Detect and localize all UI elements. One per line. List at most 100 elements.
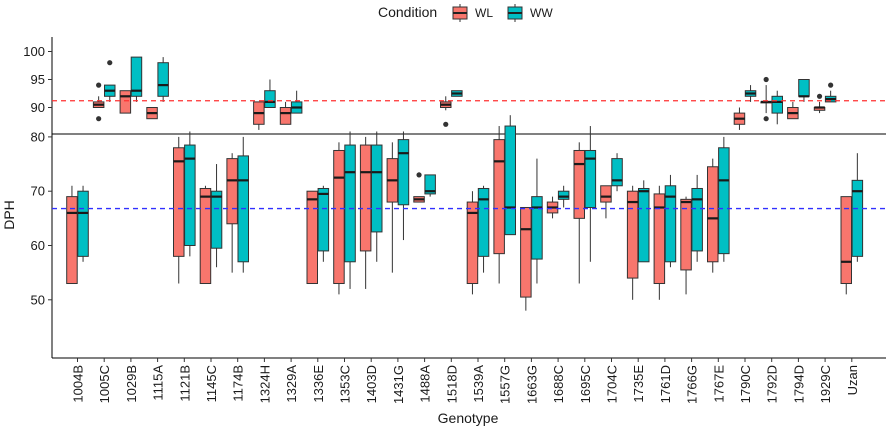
box-1663G-ww <box>531 158 543 284</box>
box-body <box>397 139 410 206</box>
box-body <box>664 185 677 263</box>
x-tick-label: 1790C <box>738 365 753 403</box>
x-tick-label: 1688C <box>551 365 566 403</box>
x-tick-label: 1735E <box>631 365 646 403</box>
box-body <box>279 107 292 125</box>
x-tick-label: 1005C <box>97 365 112 403</box>
box-1767E-wl <box>707 158 719 273</box>
box-1005C-ww <box>104 60 116 102</box>
x-tick-label: 1121B <box>177 365 192 402</box>
box-body <box>493 139 505 255</box>
x-tick-label: 1695C <box>578 365 593 403</box>
box-body <box>477 187 490 257</box>
box-body <box>119 90 132 114</box>
box-1695C-ww <box>584 126 597 262</box>
x-tick-label: 1004B <box>71 365 86 403</box>
box-body <box>359 144 372 252</box>
box-1792D-ww <box>771 90 783 125</box>
x-tick-label: 1029B <box>124 365 139 403</box>
y-tick-label: 70 <box>31 184 45 199</box>
box-body <box>226 158 238 225</box>
x-tick-label: Uzan <box>845 365 860 395</box>
box-body <box>504 125 516 236</box>
box-body <box>344 144 356 263</box>
x-tick-label: 1488A <box>418 365 433 403</box>
box-body <box>130 56 143 97</box>
box-body <box>306 190 318 285</box>
box-1004B-wl <box>66 185 78 285</box>
box-1794D-wl <box>787 101 799 120</box>
x-tick-label: 1336E <box>311 365 326 403</box>
box-1518D-wl <box>440 96 452 127</box>
box-body <box>573 149 585 219</box>
outlier-point <box>107 60 113 66</box>
x-axis: 1004B 1005C 1029B 1115A 1121B 1145C 1174B 1324H… <box>52 357 886 404</box>
box-body <box>210 190 223 249</box>
box-body <box>77 190 89 257</box>
box-1004B-ww <box>77 185 89 262</box>
box-1663G-wl <box>520 206 532 311</box>
x-axis-title: Genotype <box>438 410 499 426</box>
box-body <box>199 187 212 285</box>
legend-label-wl: WL <box>475 6 493 20</box>
box-body <box>584 149 597 208</box>
outlier-point <box>96 82 102 88</box>
box-body <box>680 198 692 271</box>
x-tick-label: 1145C <box>204 365 219 402</box>
box-1761D-ww <box>664 174 677 268</box>
box-1557G-ww <box>504 115 516 236</box>
box-1353C-wl <box>333 142 345 295</box>
box-1403D-wl <box>359 136 372 289</box>
box-1790C-ww <box>744 85 757 102</box>
box-1767E-ww <box>718 136 730 262</box>
box-body <box>173 147 185 257</box>
box-1735E-ww <box>638 180 650 263</box>
legend: Condition WL WW <box>378 4 553 22</box>
box-1929C-ww <box>824 82 837 103</box>
box-1794D-ww <box>798 79 810 102</box>
box-body <box>626 190 639 279</box>
legend-label-ww: WW <box>530 6 553 20</box>
box-1792D-wl <box>760 76 772 122</box>
box-1336E-wl <box>306 190 318 285</box>
box-body <box>184 144 196 246</box>
box-Uzan-wl <box>840 196 852 295</box>
box-1735E-wl <box>626 185 639 300</box>
box-body <box>333 149 345 285</box>
x-tick-label: 1704C <box>605 365 620 403</box>
box-1557G-wl <box>493 126 505 284</box>
box-1790C-wl <box>733 107 746 130</box>
box-body <box>707 166 719 263</box>
box-1353C-ww <box>344 131 356 289</box>
box-body <box>718 147 730 255</box>
box-1403D-ww <box>371 131 383 262</box>
box-1005C-wl <box>92 82 105 122</box>
box-body <box>371 144 383 233</box>
x-tick-label: 1329A <box>284 365 299 403</box>
y-tick-label: 60 <box>31 238 45 253</box>
outlier-point <box>763 76 769 83</box>
x-tick-label: 1518D <box>444 365 459 403</box>
y-tick-label: 50 <box>31 292 45 307</box>
outlier-point <box>96 116 102 122</box>
x-tick-label: 1663G <box>524 365 539 404</box>
box-1121B-wl <box>173 136 185 284</box>
box-1145C-wl <box>199 185 212 285</box>
x-tick-label: 1115A <box>151 365 166 401</box>
box-1704C-wl <box>600 185 612 219</box>
outlier-point <box>416 172 422 178</box>
box-body <box>157 62 169 97</box>
box-1539A-wl <box>466 191 479 295</box>
box-body <box>66 196 78 285</box>
box-Uzan-ww <box>851 153 864 262</box>
outlier-point <box>816 93 823 99</box>
box-body <box>840 196 852 285</box>
box-1704C-ww <box>611 153 623 192</box>
x-tick-label: 1403D <box>364 365 379 403</box>
box-1174B-ww <box>237 136 249 273</box>
y-tick-label: 100 <box>23 44 45 59</box>
box-body <box>611 158 623 187</box>
box-1329A-wl <box>279 101 292 125</box>
box-1121B-ww <box>184 131 196 257</box>
